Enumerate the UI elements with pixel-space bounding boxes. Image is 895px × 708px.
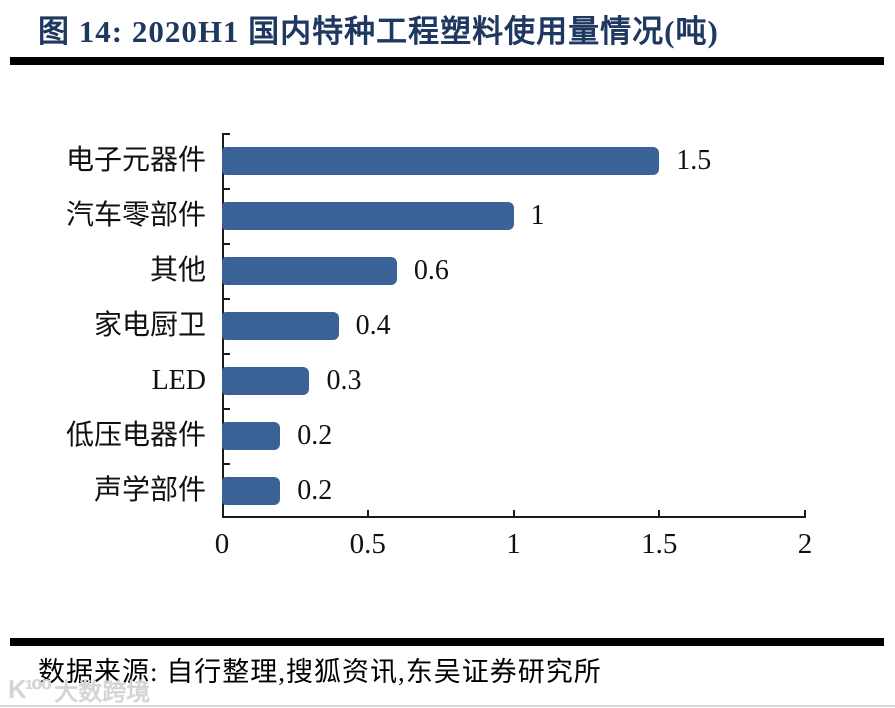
x-axis-tick-label: 2 xyxy=(797,528,813,560)
bar xyxy=(222,146,660,175)
x-axis-tick-label: 0 xyxy=(214,528,230,560)
x-axis-tick-label: 0.5 xyxy=(349,528,386,560)
category-label: 汽车零部件 xyxy=(65,199,206,231)
page-bottom-border xyxy=(0,705,895,707)
figure-title: 图 14: 2020H1 国内特种工程塑料使用量情况(吨) xyxy=(38,14,719,49)
category-label: 其他 xyxy=(149,254,206,286)
category-label: 电子元器件 xyxy=(65,144,206,176)
category-label: LED xyxy=(151,364,206,396)
footer-divider-rule xyxy=(10,638,884,646)
bar-value-label: 0.6 xyxy=(413,254,449,286)
bar-value-label: 0.2 xyxy=(297,419,333,451)
bar-value-label: 0.3 xyxy=(326,364,362,396)
y-axis-tick xyxy=(222,353,230,355)
x-axis-tick xyxy=(512,510,515,518)
y-axis-tick xyxy=(222,298,230,300)
watermark: K¹⁰⁰ 大数跨境 xyxy=(8,672,150,707)
bar xyxy=(222,201,514,230)
y-axis-tick xyxy=(222,408,230,410)
bar xyxy=(222,366,310,395)
bar xyxy=(222,256,397,285)
x-axis-tick xyxy=(366,510,369,518)
category-label: 低压电器件 xyxy=(65,419,206,451)
title-divider-rule xyxy=(10,57,884,65)
x-axis-tick xyxy=(658,510,661,518)
y-axis-tick xyxy=(222,243,230,245)
x-axis-tick-label: 1.5 xyxy=(641,528,678,560)
bar-value-label: 1.5 xyxy=(676,144,712,176)
data-source-text: 数据来源: 自行整理,搜狐资讯,东吴证券研究所 xyxy=(38,657,602,687)
watermark-logo-icon: K¹⁰⁰ xyxy=(8,674,52,704)
x-axis-tick xyxy=(804,510,806,518)
watermark-text: 大数跨境 xyxy=(54,679,151,706)
bar-value-label: 0.2 xyxy=(297,474,333,506)
category-label: 声学部件 xyxy=(93,474,206,506)
bar xyxy=(222,476,281,505)
bar-value-label: 1 xyxy=(530,199,545,231)
x-axis-tick-label: 1 xyxy=(506,528,521,560)
category-label: 家电厨卫 xyxy=(93,309,206,341)
bar-chart: 1.5 电子元器件 1 汽车零部件 0.6 其他 0.4 家电厨卫 0.3 LED 0.2 低压电器件… xyxy=(65,133,813,560)
bar-value-label: 0.4 xyxy=(355,309,391,341)
bar xyxy=(222,311,339,340)
bar xyxy=(222,421,281,450)
y-axis-tick xyxy=(222,463,230,465)
y-axis-tick xyxy=(222,133,230,135)
y-axis-tick xyxy=(222,188,230,190)
